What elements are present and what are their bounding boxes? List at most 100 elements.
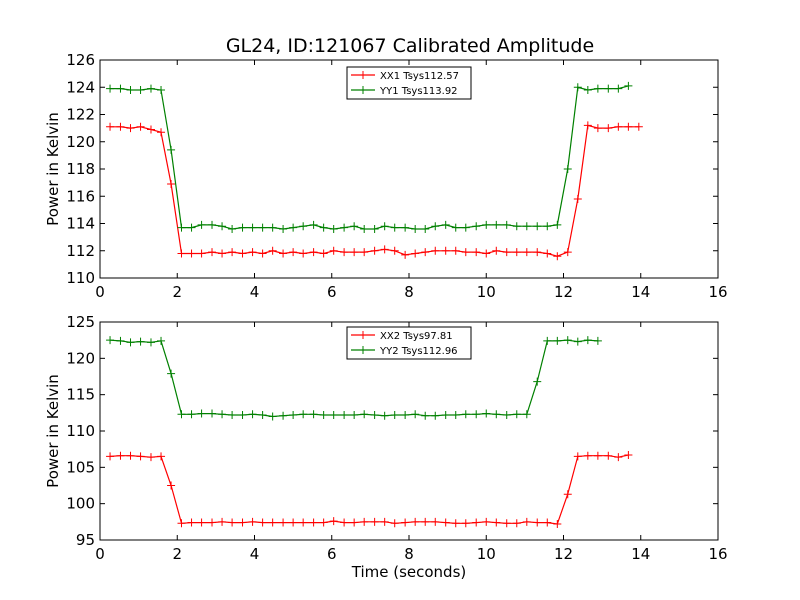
data-point: [431, 517, 440, 526]
legend-entry-label: YY2 Tsys112.96: [379, 346, 458, 357]
data-point: [299, 249, 308, 258]
x-tick-label: 6: [327, 283, 337, 301]
data-point: [492, 410, 501, 419]
data-point: [431, 222, 440, 231]
data-point: [553, 252, 562, 261]
data-point: [472, 518, 481, 527]
x-axis-label: Time (seconds): [351, 563, 467, 581]
data-point: [360, 517, 369, 526]
legend-marker: [359, 331, 367, 339]
data-point: [421, 517, 430, 526]
data-point: [441, 246, 450, 255]
legend-marker: [359, 71, 367, 79]
data-point: [177, 519, 186, 528]
data-point: [218, 222, 227, 231]
x-tick-label: 8: [404, 545, 414, 563]
x-tick-label: 10: [477, 545, 496, 563]
data-point: [370, 224, 379, 233]
data-point: [441, 220, 450, 229]
y-tick-label: 126: [66, 51, 95, 69]
legend-box: [346, 326, 472, 360]
data-point: [187, 410, 196, 419]
data-point: [563, 165, 572, 173]
data-point: [289, 248, 298, 257]
data-point: [187, 223, 196, 232]
top-panel: 0 2 4 6 8 10 12 14 16 110 112 114 116 118 120 122 124 126…: [44, 51, 728, 301]
data-point: [492, 246, 501, 255]
data-point: [543, 336, 552, 345]
x-tick-label: 10: [477, 283, 496, 301]
data-point: [197, 409, 206, 418]
data-point: [187, 249, 196, 258]
data-point: [167, 369, 176, 378]
data-point: [604, 84, 613, 93]
data-point: [482, 409, 491, 418]
data-point: [401, 411, 410, 420]
x-tick-label: 16: [708, 545, 727, 563]
data-point: [258, 411, 267, 420]
y-axis-label: Power in Kelvin: [44, 374, 62, 488]
data-point: [390, 246, 399, 255]
data-point: [533, 518, 542, 527]
data-point: [390, 223, 399, 232]
data-point: [411, 410, 420, 419]
data-point: [461, 248, 470, 257]
data-point: [522, 517, 531, 526]
data-point: [268, 246, 277, 255]
data-point: [482, 249, 491, 258]
data-point: [106, 84, 115, 93]
data-point: [573, 83, 582, 92]
y-tick-label: 114: [66, 215, 95, 233]
data-point: [167, 179, 176, 188]
data-point: [299, 518, 308, 527]
y-tick-label: 120: [66, 349, 95, 367]
data-point: [309, 220, 318, 229]
data-point: [116, 451, 125, 460]
data-point: [197, 518, 206, 527]
data-point: [116, 336, 125, 345]
data-point: [289, 518, 298, 527]
data-point: [441, 518, 450, 527]
data-point: [522, 248, 531, 257]
data-point: [543, 518, 552, 527]
y-tick-label: 112: [66, 242, 95, 260]
data-point: [329, 411, 338, 420]
data-point: [563, 336, 572, 345]
data-point: [157, 336, 166, 345]
data-point: [360, 224, 369, 233]
data-point: [451, 246, 460, 255]
data-point: [512, 222, 521, 231]
data-point: [421, 224, 430, 233]
data-point: [309, 410, 318, 419]
data-point: [553, 520, 562, 529]
data-point: [553, 336, 562, 345]
data-point: [370, 246, 379, 255]
data-point: [340, 518, 349, 527]
data-point: [258, 249, 267, 258]
data-point: [218, 249, 227, 258]
data-point: [563, 248, 572, 257]
legend-entry-label: XX2 Tsys97.81: [380, 331, 453, 342]
data-point: [380, 411, 389, 420]
data-point: [401, 518, 410, 527]
data-point: [319, 249, 328, 258]
data-point: [421, 411, 430, 420]
data-point: [451, 411, 460, 420]
y-tick-label: 124: [66, 78, 95, 96]
data-point: [502, 519, 511, 528]
data-point: [401, 223, 410, 232]
data-point: [543, 222, 552, 231]
x-tick-label: 0: [95, 545, 105, 563]
data-point: [543, 249, 552, 258]
data-point: [492, 518, 501, 527]
x-tick-label: 14: [631, 545, 650, 563]
data-point: [126, 338, 135, 347]
data-point: [593, 84, 602, 93]
data-point: [319, 411, 328, 420]
data-point: [472, 410, 481, 419]
data-point: [593, 451, 602, 460]
data-point: [461, 519, 470, 528]
y-tick-label: 110: [66, 422, 95, 440]
bottom-panel: 0 2 4 6 8 10 12 14 16 95 100 105 110 115 120 125 Power i…: [44, 313, 728, 581]
